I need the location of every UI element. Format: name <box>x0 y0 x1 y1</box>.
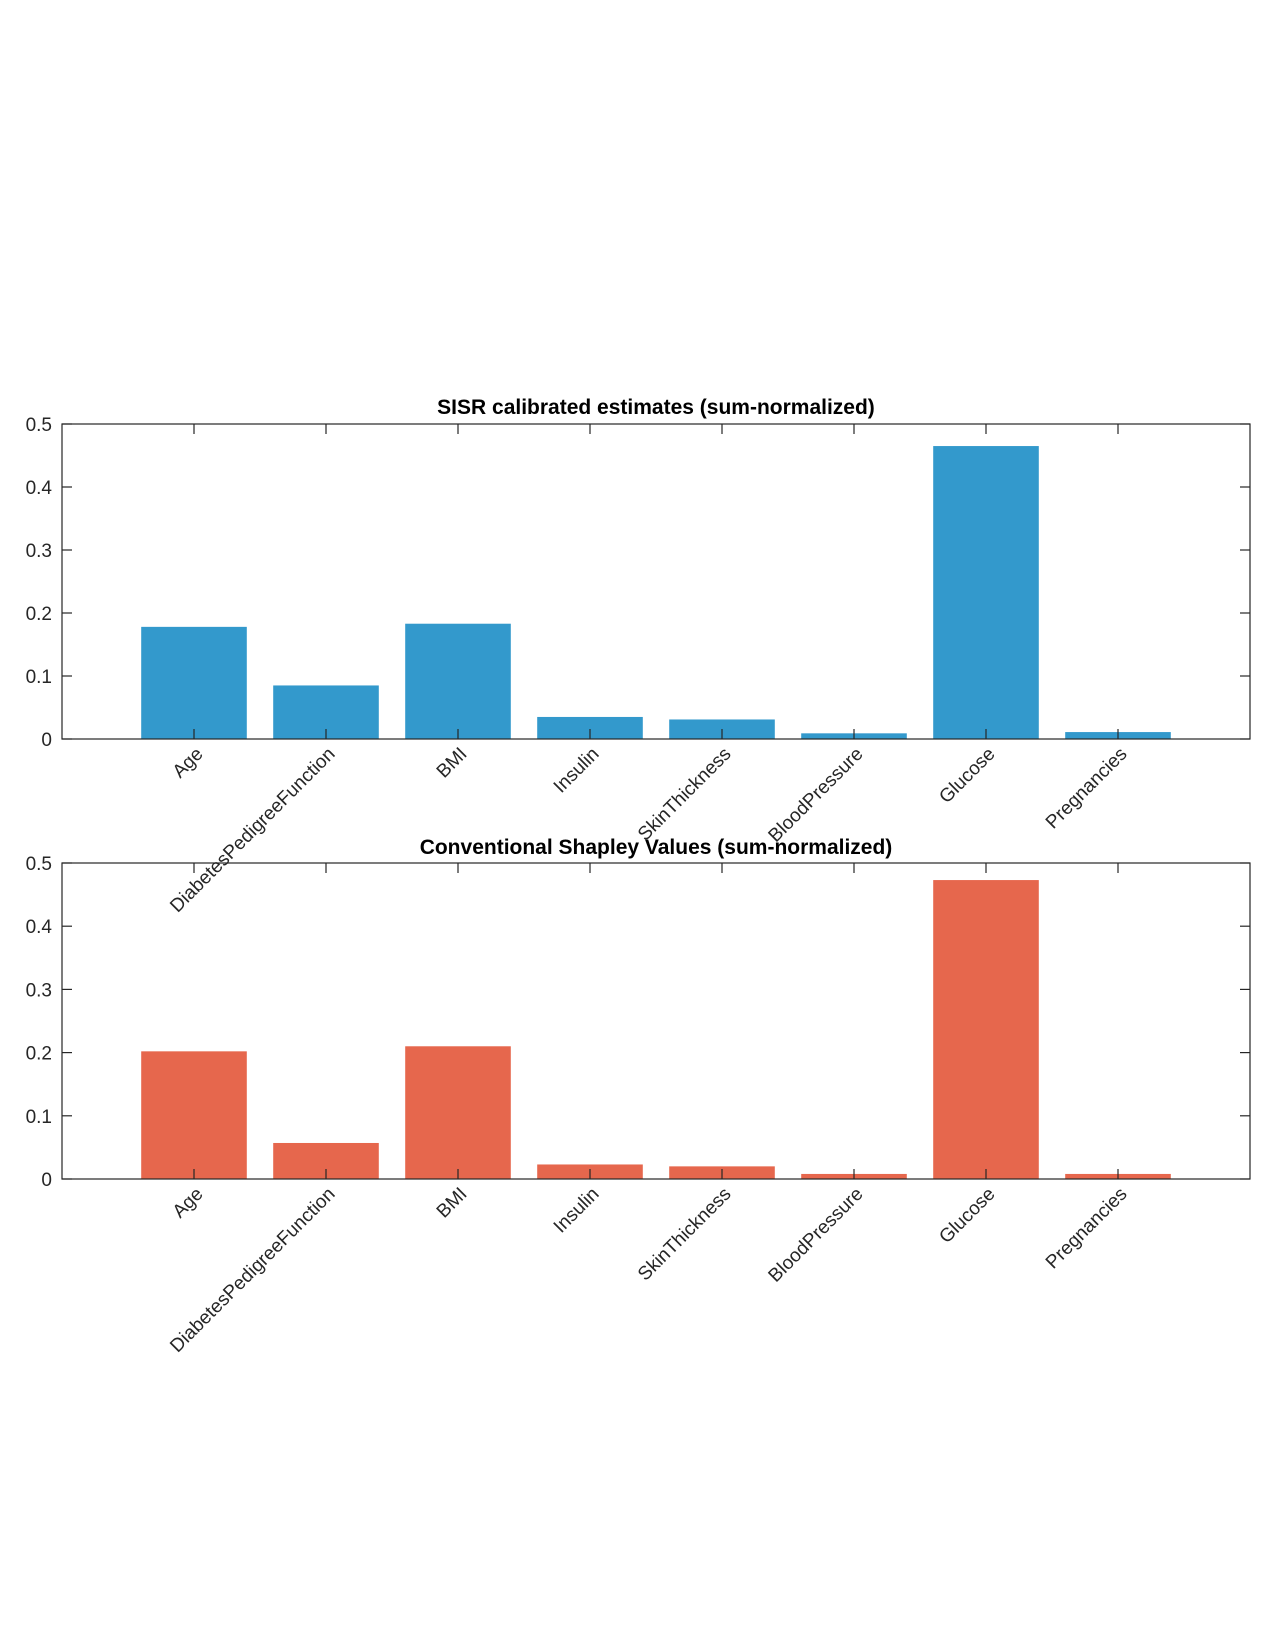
x-tick-label-glucose: Glucose <box>935 1184 999 1248</box>
x-tick-label-insulin: Insulin <box>550 1184 604 1238</box>
y-tick-label: 0.3 <box>26 541 52 562</box>
y-tick-label: 0.4 <box>26 917 53 938</box>
y-tick-label: 0.4 <box>26 478 53 499</box>
y-tick-label: 0.2 <box>26 1044 52 1065</box>
bar-age <box>141 626 247 739</box>
bar-glucose <box>933 880 1039 1179</box>
x-tick-label-pregnancies: Pregnancies <box>1042 744 1132 834</box>
x-tick-label-age: Age <box>169 744 208 783</box>
y-tick-label: 0 <box>41 1170 52 1191</box>
x-tick-label-bloodpressure: BloodPressure <box>765 1184 868 1287</box>
chart-bottom-shapley: 00.10.20.30.40.5AgeDiabetesPedigreeFunct… <box>26 836 1251 1357</box>
y-tick-label: 0.5 <box>26 854 52 875</box>
axes-box <box>61 862 1251 1180</box>
x-tick-label-skinthickness: SkinThickness <box>634 1184 735 1285</box>
x-tick-label-pregnancies: Pregnancies <box>1042 1184 1132 1274</box>
bar-glucose <box>933 446 1039 739</box>
x-tick-label-insulin: Insulin <box>550 744 604 798</box>
axes-box <box>61 423 1251 740</box>
x-tick-label-skinthickness: SkinThickness <box>634 744 735 845</box>
y-tick-label: 0.2 <box>26 604 52 625</box>
chart-title: SISR calibrated estimates (sum-normalize… <box>437 396 875 419</box>
chart-title: Conventional Shapley Values (sum-normali… <box>420 836 893 859</box>
bar-bmi <box>405 623 511 739</box>
bar-age <box>141 1051 247 1179</box>
y-tick-label: 0 <box>41 730 52 751</box>
y-tick-label: 0.1 <box>26 667 52 688</box>
bar-bmi <box>405 1046 511 1179</box>
x-tick-label-bloodpressure: BloodPressure <box>765 744 868 847</box>
y-tick-label: 0.5 <box>26 415 52 436</box>
y-tick-label: 0.3 <box>26 980 52 1001</box>
x-tick-label-bmi: BMI <box>433 1184 472 1223</box>
bar-insulin <box>537 716 643 739</box>
x-tick-label-bmi: BMI <box>433 744 472 783</box>
x-tick-label-glucose: Glucose <box>935 744 999 808</box>
x-tick-label-age: Age <box>169 1184 208 1223</box>
y-tick-label: 0.1 <box>26 1107 52 1128</box>
